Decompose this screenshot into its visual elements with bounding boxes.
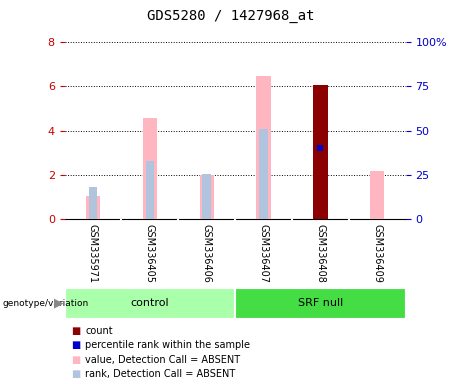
Text: count: count [85, 326, 113, 336]
Text: ■: ■ [71, 340, 81, 350]
Text: value, Detection Call = ABSENT: value, Detection Call = ABSENT [85, 354, 240, 364]
Text: rank, Detection Call = ABSENT: rank, Detection Call = ABSENT [85, 369, 236, 379]
Text: SRF null: SRF null [298, 298, 343, 308]
Bar [65, 288, 235, 319]
Text: ■: ■ [71, 326, 81, 336]
Bar [202, 174, 211, 219]
Text: GSM336408: GSM336408 [315, 224, 325, 283]
Text: GSM336405: GSM336405 [145, 224, 155, 283]
Bar [235, 288, 406, 319]
Text: GSM336409: GSM336409 [372, 224, 382, 283]
Text: GDS5280 / 1427968_at: GDS5280 / 1427968_at [147, 9, 314, 23]
Text: ■: ■ [71, 369, 81, 379]
Text: percentile rank within the sample: percentile rank within the sample [85, 340, 250, 350]
Bar [86, 196, 100, 219]
Text: genotype/variation: genotype/variation [2, 299, 89, 308]
Bar [200, 175, 214, 219]
Bar [313, 85, 327, 219]
Bar [146, 162, 154, 219]
Text: ■: ■ [71, 354, 81, 364]
Bar [370, 171, 384, 219]
Text: GSM335971: GSM335971 [88, 224, 98, 283]
Bar [143, 118, 157, 219]
Bar [89, 187, 97, 219]
Text: control: control [130, 298, 169, 308]
Text: ▶: ▶ [54, 297, 64, 310]
Text: GSM336406: GSM336406 [201, 224, 212, 283]
Bar [256, 76, 271, 219]
Text: GSM336407: GSM336407 [259, 224, 269, 283]
Bar [259, 129, 268, 219]
